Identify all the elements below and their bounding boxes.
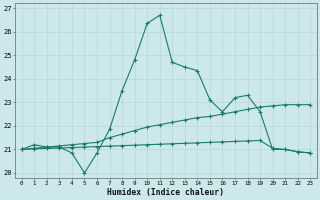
X-axis label: Humidex (Indice chaleur): Humidex (Indice chaleur) xyxy=(108,188,225,197)
